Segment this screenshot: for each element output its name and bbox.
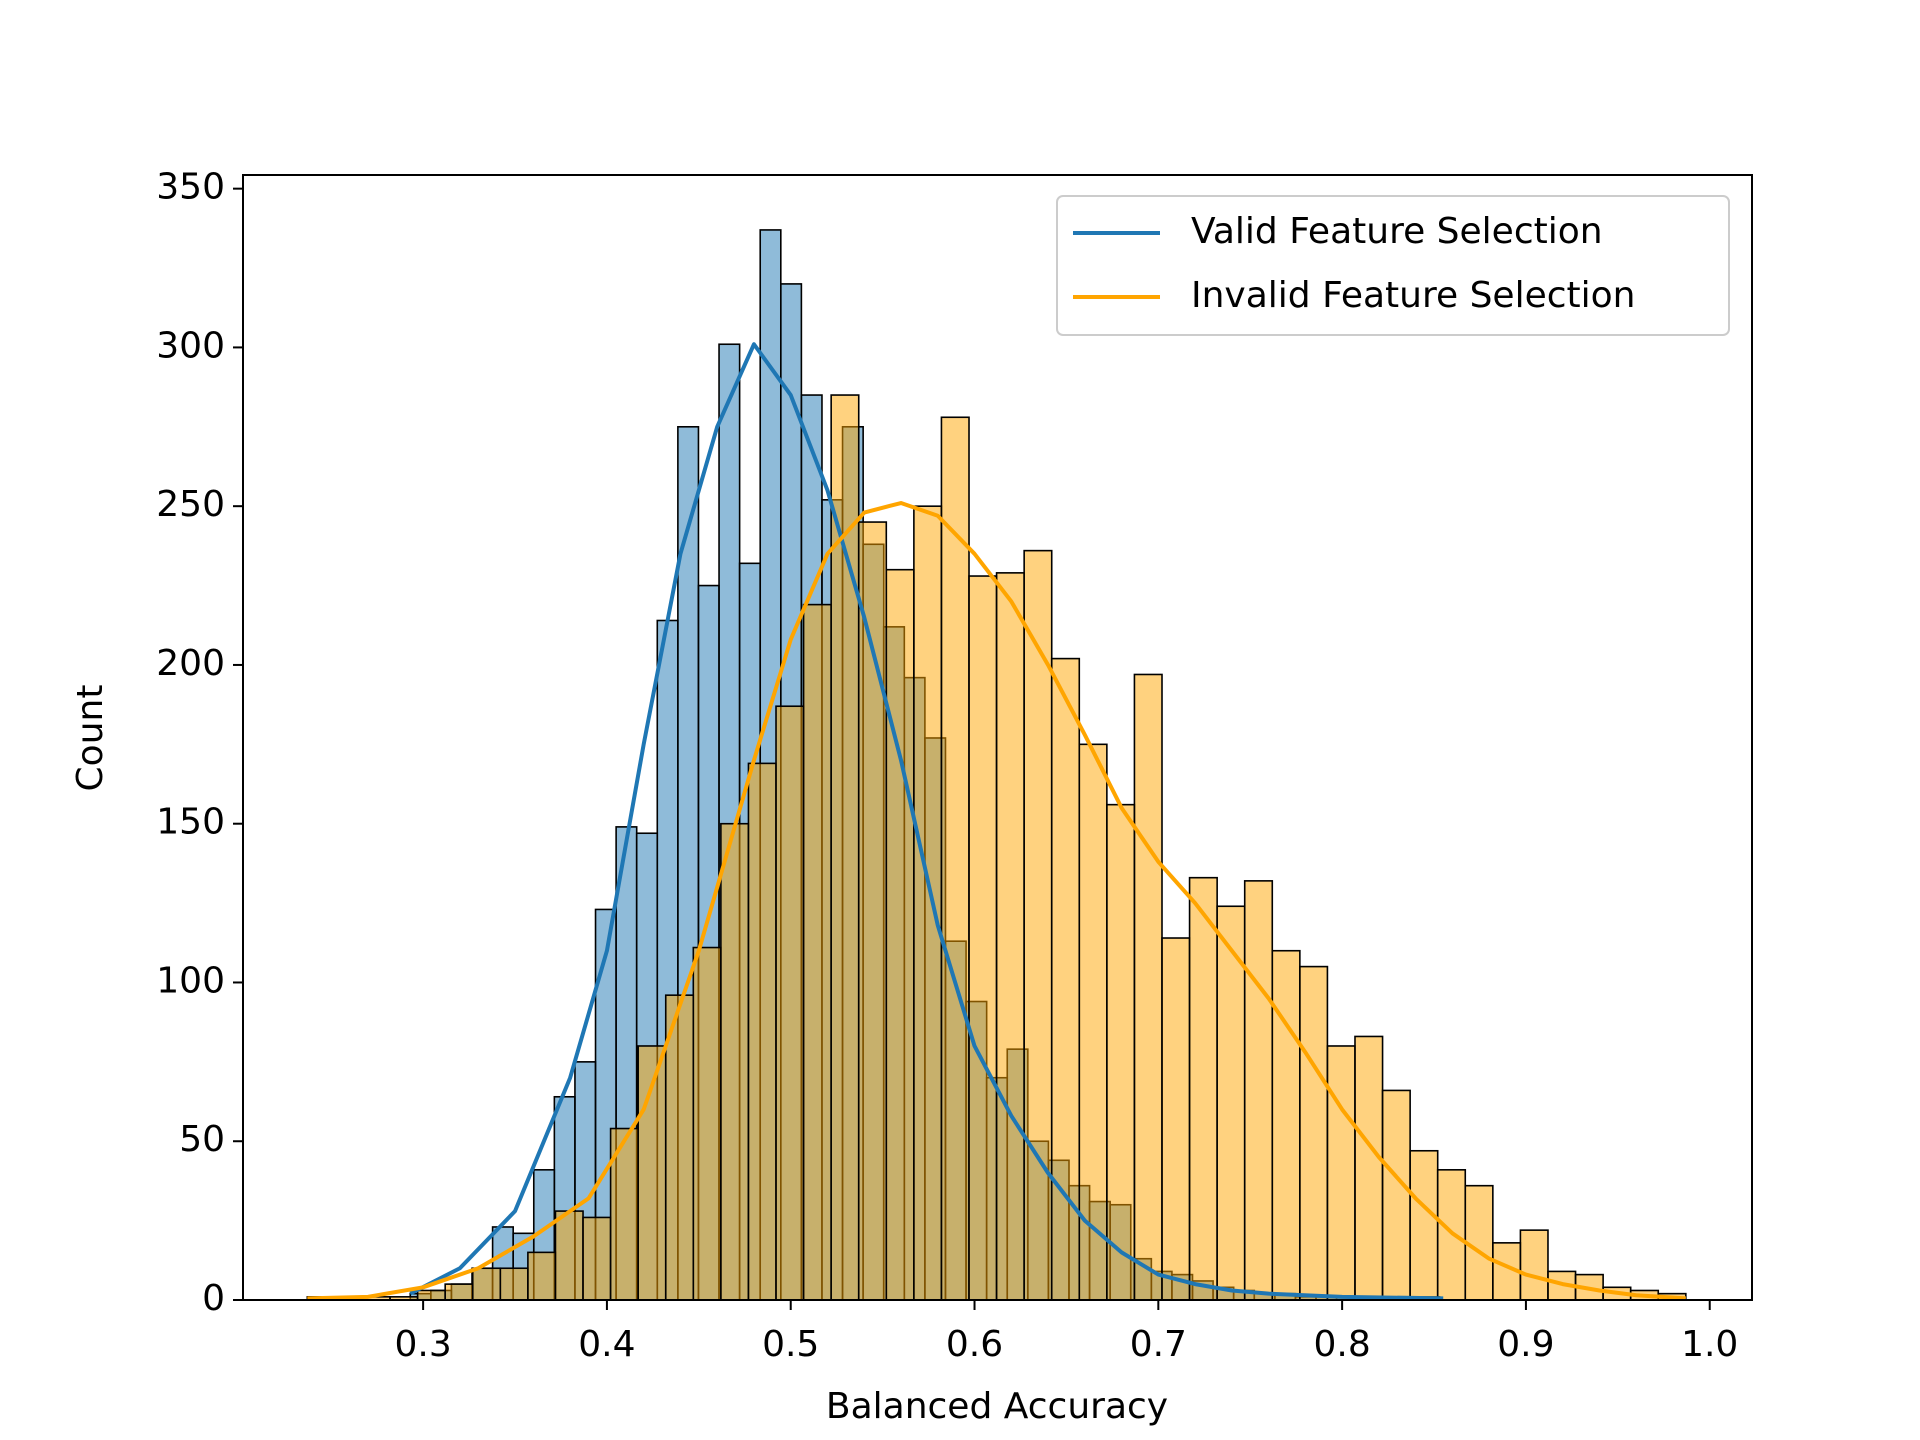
x-tick-label: 0.8: [1313, 1324, 1370, 1365]
histogram-bar: [582, 1216, 612, 1301]
histogram-bar: [1161, 937, 1191, 1301]
histogram-bar: [1050, 657, 1081, 1301]
legend-label: Valid Feature Selection: [1191, 211, 1603, 252]
y-tick-label: 0: [202, 1278, 225, 1319]
bars: [306, 229, 1687, 1301]
plot-frame: [242, 174, 1753, 1301]
histogram-bar: [968, 575, 998, 1301]
y-tick-label: 100: [156, 960, 225, 1001]
histogram-bar: [802, 603, 832, 1301]
histogram-bar: [913, 505, 943, 1301]
histogram-bar: [1299, 965, 1329, 1301]
histogram-bar: [1381, 1089, 1411, 1301]
kde-line: [307, 501, 1686, 1301]
x-tick-label: 1.0: [1681, 1324, 1738, 1365]
histogram-bar: [554, 1210, 584, 1301]
histogram-bar: [444, 1283, 474, 1301]
x-tick-label: 0.5: [762, 1324, 819, 1365]
histogram-bar: [1106, 803, 1136, 1301]
histogram-bar: [830, 394, 860, 1301]
y-tick-label: 350: [156, 167, 225, 208]
kde-line: [409, 342, 1444, 1301]
histogram-bar: [940, 416, 970, 1301]
x-tick-label: 0.9: [1497, 1324, 1554, 1365]
x-tick-label: 0.6: [946, 1324, 1003, 1365]
histogram-bar: [720, 822, 750, 1301]
y-axis-label: Count: [70, 685, 111, 792]
x-tick-label: 0.7: [1130, 1324, 1187, 1365]
kde-lines: [307, 342, 1686, 1301]
histogram-bar: [995, 572, 1025, 1301]
histogram-bar: [1133, 673, 1163, 1301]
x-tick-label: 0.4: [578, 1324, 635, 1365]
y-tick-label: 300: [156, 325, 225, 366]
histogram-bar: [1326, 1045, 1356, 1301]
histogram-bar: [1243, 880, 1274, 1301]
axes: 0.3 0.4 0.5 0.6 0.7 0.8 0.9 1.0 0 50 100 150 200 250 3…: [156, 167, 1753, 1365]
legend-label: Invalid Feature Selection: [1191, 275, 1635, 316]
histogram-bar: [471, 1267, 502, 1301]
histogram-bar: [416, 1289, 446, 1301]
legend-box: [1056, 195, 1730, 336]
histogram-bar: [1216, 905, 1246, 1301]
histogram-bar: [1409, 1149, 1439, 1301]
y-tick-label: 50: [179, 1119, 225, 1160]
x-tick-label: 0.3: [394, 1324, 451, 1365]
histogram-bar: [1078, 743, 1108, 1301]
histogram-bar: [775, 705, 805, 1301]
y-tick-label: 200: [156, 643, 225, 684]
y-tick-label: 150: [156, 802, 225, 843]
x-axis-label: Balanced Accuracy: [826, 1386, 1168, 1427]
histogram-bar: [1188, 876, 1218, 1301]
histogram-bar: [664, 994, 695, 1301]
histogram-bar: [857, 521, 888, 1301]
histogram-bar: [1271, 949, 1301, 1301]
histogram-bar: [747, 762, 777, 1301]
histogram-bar: [527, 1251, 557, 1301]
legend: Valid Feature Selection Invalid Feature S…: [1056, 195, 1730, 336]
histogram-bar: [1354, 1035, 1384, 1301]
y-tick-label: 250: [156, 484, 225, 525]
histogram-bar: [499, 1267, 529, 1301]
histogram-bar: [692, 946, 722, 1301]
histogram-bar: [1519, 1229, 1549, 1301]
histogram-bar: [885, 568, 915, 1301]
